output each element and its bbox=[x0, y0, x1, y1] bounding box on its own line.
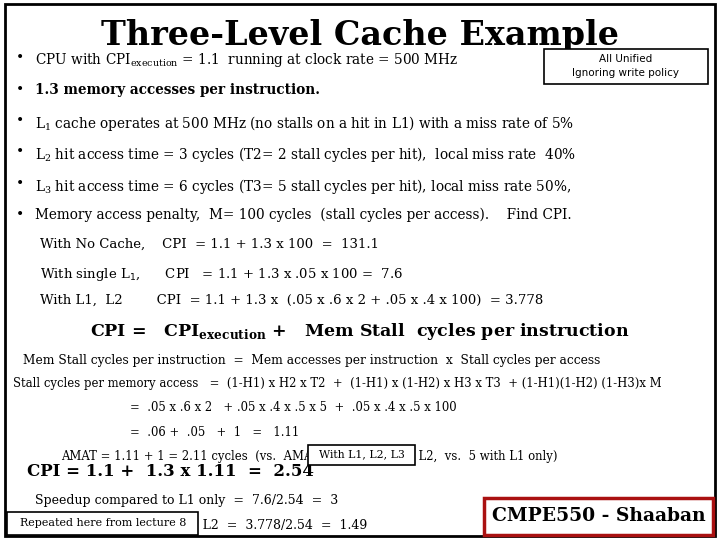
Text: CPU with CPI$_{\mathregular{execution}}$ = 1.1  running at clock rate = 500 MHz: CPU with CPI$_{\mathregular{execution}}$… bbox=[35, 51, 458, 69]
Text: •: • bbox=[16, 177, 24, 191]
Text: With L1,  L2        CPI  = 1.1 + 1.3 x  (.05 x .6 x 2 + .05 x .4 x 100)  = 3.778: With L1, L2 CPI = 1.1 + 1.3 x (.05 x .6 … bbox=[40, 294, 543, 307]
Text: L$_{\mathregular{2}}$ hit access time = 3 cycles (T2= 2 stall cycles per hit),  : L$_{\mathregular{2}}$ hit access time = … bbox=[35, 145, 575, 164]
Text: CMPE550 - Shaaban: CMPE550 - Shaaban bbox=[492, 507, 705, 525]
Text: •: • bbox=[16, 208, 24, 222]
Text: •: • bbox=[16, 114, 24, 128]
Text: •: • bbox=[16, 51, 24, 65]
FancyBboxPatch shape bbox=[5, 4, 715, 536]
FancyBboxPatch shape bbox=[484, 498, 713, 535]
Text: =  .06 +  .05   +  1   =   1.11: = .06 + .05 + 1 = 1.11 bbox=[130, 426, 299, 438]
Text: L$_{\mathregular{1}}$ cache operates at 500 MHz (no stalls on a hit in L1) with : L$_{\mathregular{1}}$ cache operates at … bbox=[35, 114, 574, 133]
Text: L$_{\mathregular{3}}$ hit access time = 6 cycles (T3= 5 stall cycles per hit), l: L$_{\mathregular{3}}$ hit access time = … bbox=[35, 177, 571, 195]
Text: CPI =   CPI$_{\mathregular{execution}}$ +   Mem Stall  cycles per instruction: CPI = CPI$_{\mathregular{execution}}$ + … bbox=[91, 321, 629, 342]
Text: Speedup compared to L1 only  =  7.6/2.54  =  3: Speedup compared to L1 only = 7.6/2.54 =… bbox=[35, 494, 338, 507]
Text: Mem Stall cycles per instruction  =  Mem accesses per instruction  x  Stall cycl: Mem Stall cycles per instruction = Mem a… bbox=[23, 354, 600, 367]
FancyBboxPatch shape bbox=[7, 512, 198, 535]
Text: CPI = 1.1 +  1.3 x 1.11  =  2.54: CPI = 1.1 + 1.3 x 1.11 = 2.54 bbox=[27, 463, 314, 480]
FancyBboxPatch shape bbox=[544, 49, 708, 84]
Text: Speedup compared to L1, L2  =  3.778/2.54  =  1.49: Speedup compared to L1, L2 = 3.778/2.54 … bbox=[35, 519, 366, 532]
Text: Stall cycles per memory access   =  (1-H1) x H2 x T2  +  (1-H1) x (1-H2) x H3 x : Stall cycles per memory access = (1-H1) … bbox=[13, 377, 662, 390]
Text: Memory access penalty,  M= 100 cycles  (stall cycles per access).    Find CPI.: Memory access penalty, M= 100 cycles (st… bbox=[35, 208, 571, 222]
Text: 1.3 memory accesses per instruction.: 1.3 memory accesses per instruction. bbox=[35, 83, 320, 97]
Text: •: • bbox=[16, 83, 24, 97]
Text: AMAT = 1.11 + 1 = 2.11 cycles  (vs.  AMAT = 3.06 with L1, L2,  vs.  5 with L1 on: AMAT = 1.11 + 1 = 2.11 cycles (vs. AMAT … bbox=[61, 450, 558, 463]
Text: #24  lec #10  Spring 2017  4-24-2017: #24 lec #10 Spring 2017 4-24-2017 bbox=[518, 528, 679, 536]
Text: •: • bbox=[16, 145, 24, 159]
Text: With No Cache,    CPI  = 1.1 + 1.3 x 100  =  131.1: With No Cache, CPI = 1.1 + 1.3 x 100 = 1… bbox=[40, 238, 379, 251]
Text: With single L$_1$,      CPI   = 1.1 + 1.3 x .05 x 100 =  7.6: With single L$_1$, CPI = 1.1 + 1.3 x .05… bbox=[40, 266, 402, 282]
Text: With L1, L2, L3: With L1, L2, L3 bbox=[318, 450, 405, 460]
Text: =  .05 x .6 x 2   + .05 x .4 x .5 x 5  +  .05 x .4 x .5 x 100: = .05 x .6 x 2 + .05 x .4 x .5 x 5 + .05… bbox=[130, 401, 456, 414]
FancyBboxPatch shape bbox=[308, 445, 415, 465]
Text: Three-Level Cache Example: Three-Level Cache Example bbox=[101, 19, 619, 52]
Text: Repeated here from lecture 8: Repeated here from lecture 8 bbox=[19, 518, 186, 528]
Text: All Unified
Ignoring write policy: All Unified Ignoring write policy bbox=[572, 54, 679, 78]
